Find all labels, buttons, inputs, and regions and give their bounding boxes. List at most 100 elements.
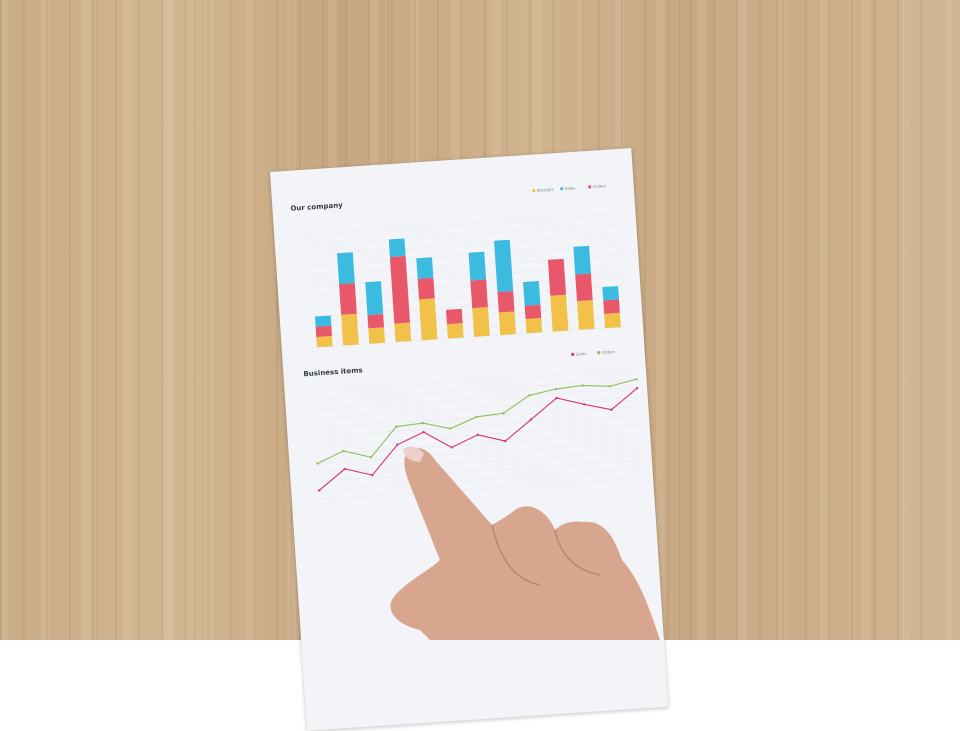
point-orders bbox=[608, 385, 612, 388]
bar-segment-orders bbox=[470, 279, 488, 309]
paper-sheet: Our company Receipts Sales Orders Business… bbox=[270, 148, 669, 731]
bar-segment-receipts bbox=[472, 307, 490, 337]
bar-segment-sales bbox=[523, 281, 541, 306]
bar-segment-orders bbox=[389, 255, 411, 324]
point-orders bbox=[369, 456, 373, 459]
bar-segment-orders bbox=[547, 258, 567, 296]
charts: Our company Receipts Sales Orders Business… bbox=[290, 183, 644, 500]
gridline bbox=[319, 468, 643, 491]
bar-segment-sales bbox=[365, 281, 384, 316]
point-orders bbox=[449, 427, 452, 430]
gridline bbox=[311, 316, 626, 338]
bar-chart-title: Our company bbox=[290, 201, 343, 212]
bar-segment-sales bbox=[337, 252, 355, 285]
bar-segment-orders bbox=[497, 291, 515, 313]
bar-segment-receipts bbox=[419, 298, 438, 341]
gridline bbox=[314, 396, 638, 419]
knuckle-creases bbox=[491, 524, 601, 586]
line-chart-title: Business items bbox=[303, 366, 363, 378]
point-sales bbox=[610, 408, 613, 411]
legend-dot bbox=[588, 185, 592, 189]
bar-segment-orders bbox=[524, 304, 542, 320]
gridline bbox=[318, 450, 642, 473]
point-sales bbox=[555, 396, 558, 400]
legend-label: Orders bbox=[602, 349, 616, 355]
gridline bbox=[318, 459, 642, 482]
bar-segment-sales bbox=[468, 251, 487, 281]
bar-segment-sales bbox=[494, 239, 514, 293]
bar-segment-receipts bbox=[498, 311, 517, 336]
gridline bbox=[315, 414, 639, 437]
bar-chart bbox=[304, 213, 627, 348]
gridline bbox=[310, 305, 625, 328]
point-orders bbox=[394, 425, 398, 428]
gridline bbox=[317, 441, 641, 464]
bar-segment-receipts bbox=[576, 300, 595, 330]
legend-dot bbox=[571, 352, 575, 356]
legend-label: Orders bbox=[593, 183, 607, 189]
bar-segment-receipts bbox=[341, 313, 359, 346]
hand-shape bbox=[390, 447, 660, 640]
bar-segment-sales bbox=[602, 286, 619, 301]
point-orders bbox=[502, 412, 505, 415]
bar-segment-orders bbox=[603, 299, 620, 314]
fingernail bbox=[403, 446, 424, 462]
point-orders bbox=[554, 387, 558, 391]
gridline bbox=[308, 285, 624, 307]
point-sales bbox=[582, 403, 586, 406]
line-chart bbox=[312, 369, 644, 500]
point-orders bbox=[528, 394, 531, 397]
point-sales bbox=[343, 467, 347, 471]
legend-label: Sales bbox=[565, 185, 576, 191]
bar-segment-orders bbox=[315, 325, 333, 338]
gridline bbox=[304, 223, 620, 246]
gridline bbox=[307, 264, 622, 287]
legend-label: Sales bbox=[576, 351, 587, 357]
gridline bbox=[305, 234, 620, 256]
bar-segment-sales bbox=[416, 257, 434, 279]
bar-segment-orders bbox=[417, 277, 435, 300]
bar-segment-orders bbox=[367, 314, 385, 329]
point-orders bbox=[635, 377, 638, 381]
pointing-hand bbox=[390, 446, 660, 640]
point-orders bbox=[581, 384, 585, 387]
point-sales bbox=[504, 439, 507, 443]
point-sales bbox=[450, 446, 453, 449]
bar-segment-receipts bbox=[368, 327, 386, 344]
legend-dot bbox=[532, 188, 536, 193]
point-sales bbox=[422, 430, 425, 434]
point-sales bbox=[318, 489, 321, 492]
bar-segment-sales bbox=[388, 238, 406, 257]
point-sales bbox=[529, 418, 533, 421]
bar-legend: Receipts Sales Orders bbox=[532, 183, 606, 193]
bar-segment-sales bbox=[573, 245, 591, 275]
point-orders bbox=[316, 462, 319, 465]
gridline bbox=[308, 275, 623, 297]
legend-dot bbox=[560, 187, 564, 191]
gridline bbox=[313, 387, 638, 410]
point-sales bbox=[476, 433, 480, 437]
point-sales bbox=[635, 386, 639, 390]
gridline bbox=[304, 213, 619, 236]
point-orders bbox=[475, 415, 478, 419]
point-sales bbox=[371, 473, 374, 477]
bar-segment-orders bbox=[339, 282, 357, 315]
bar-segment-receipts bbox=[525, 317, 543, 334]
gridline bbox=[306, 254, 622, 277]
gridline bbox=[316, 432, 641, 455]
gridline bbox=[311, 326, 627, 348]
legend-label: Receipts bbox=[537, 187, 554, 193]
line-legend: Sales Orders bbox=[571, 349, 615, 357]
gridline bbox=[306, 244, 621, 266]
point-orders bbox=[421, 421, 425, 425]
point-orders bbox=[342, 449, 345, 453]
bar-segment-receipts bbox=[550, 294, 569, 332]
bar-segment-receipts bbox=[604, 312, 621, 329]
bar-segment-orders bbox=[446, 308, 463, 325]
gridline bbox=[319, 477, 644, 500]
bar-segment-orders bbox=[575, 273, 593, 302]
gridline bbox=[312, 369, 636, 392]
legend-dot bbox=[597, 351, 601, 355]
gridline bbox=[309, 295, 625, 318]
point-sales bbox=[396, 443, 399, 446]
